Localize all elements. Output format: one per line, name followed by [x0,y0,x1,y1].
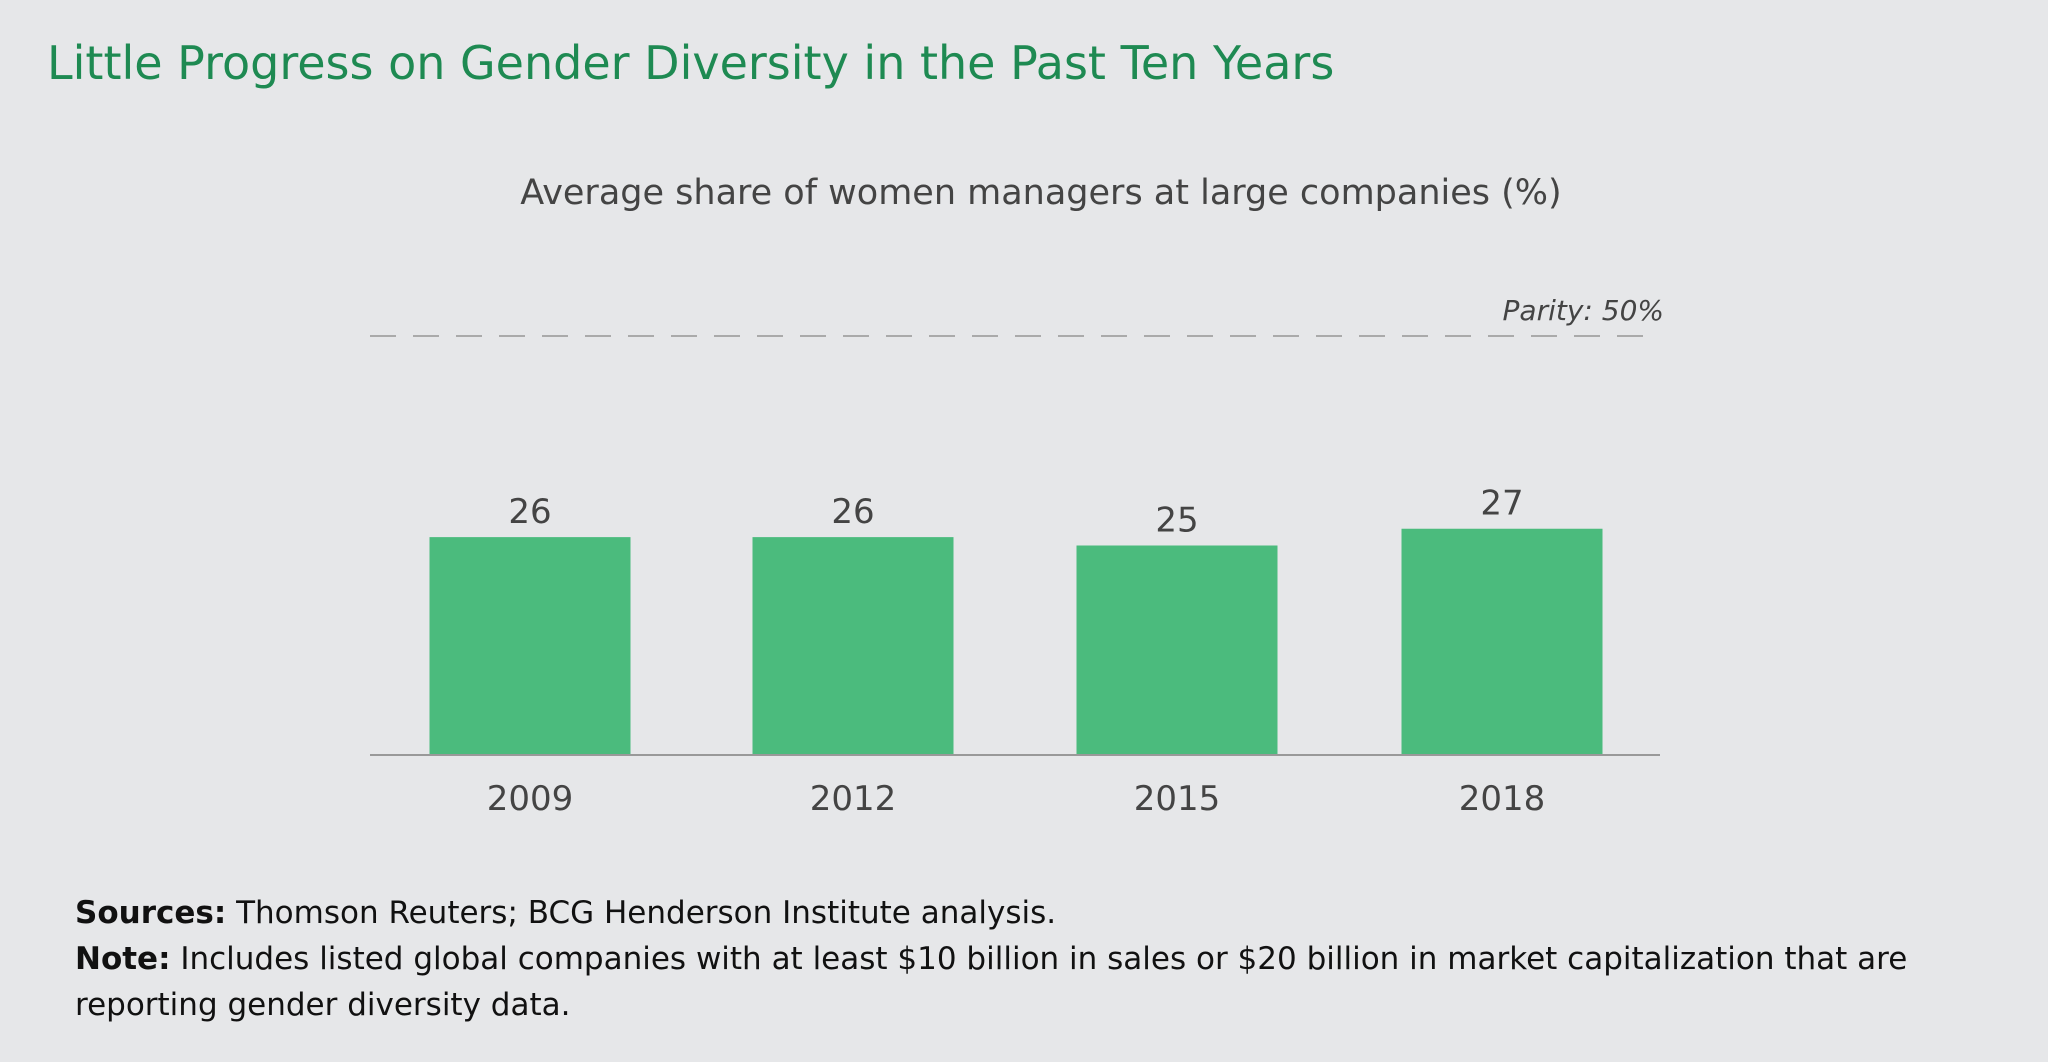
parity-label: Parity: 50% [1503,294,1664,327]
chart-subtitle: Average share of women managers at large… [520,173,1561,213]
sources-label: Sources: [75,895,227,931]
note-text: Includes listed global companies with at… [75,941,1908,1023]
x-tick-label: 2012 [810,779,897,819]
bar-2012 [752,537,954,755]
bar-2009 [429,537,631,755]
data-label: 26 [508,492,551,532]
x-tick-label: 2009 [487,779,574,819]
x-tick-label: 2018 [1459,779,1546,819]
x-tick-label: 2015 [1134,779,1221,819]
bar-2015 [1076,545,1278,755]
chart-title: Little Progress on Gender Diversity in t… [47,36,1335,90]
bar-2018 [1401,528,1603,755]
data-label: 25 [1155,501,1198,541]
note-label: Note: [75,941,171,977]
sources-text: Thomson Reuters; BCG Henderson Institute… [226,895,1057,931]
footnotes: Sources: Thomson Reuters; BCG Henderson … [75,890,1935,1028]
data-label: 27 [1480,484,1523,524]
data-label: 26 [831,492,874,532]
